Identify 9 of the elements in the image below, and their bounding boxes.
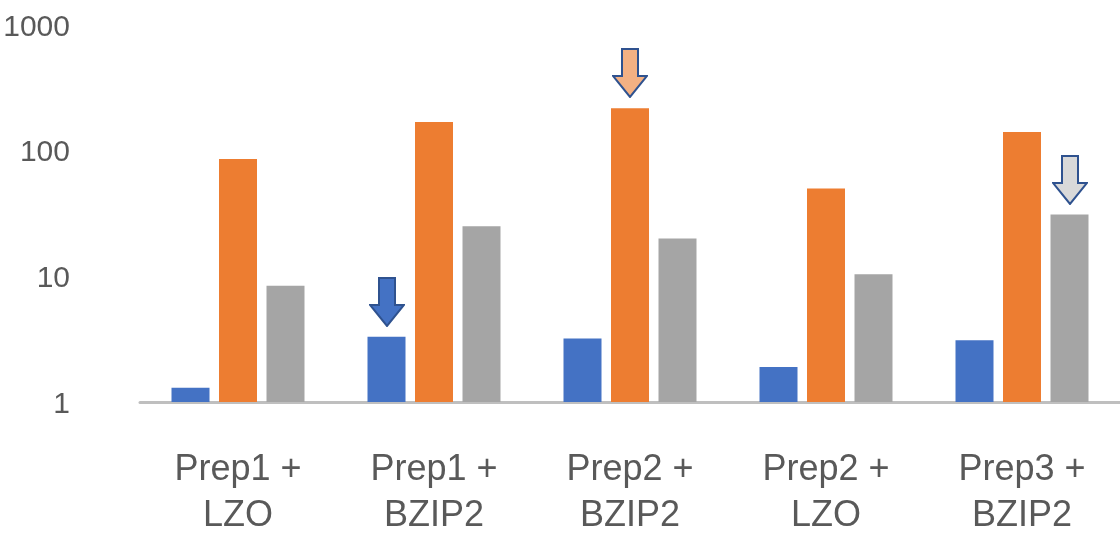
x-tick-label: Prep2 + BZIP2 [566,446,694,534]
y-tick-label: 1000 [3,8,70,42]
x-tick-label: Prep1 + LZO [174,446,302,534]
y-tick-label: 100 [19,134,70,168]
x-tick-label: Prep1 + BZIP2 [370,446,498,534]
y-tick-label: 1 [53,385,70,419]
x-tick-label: Prep2 + LZO [762,446,890,534]
x-tick-label: Prep3 + BZIP2 [958,446,1086,534]
y-tick-label: 10 [36,259,70,293]
